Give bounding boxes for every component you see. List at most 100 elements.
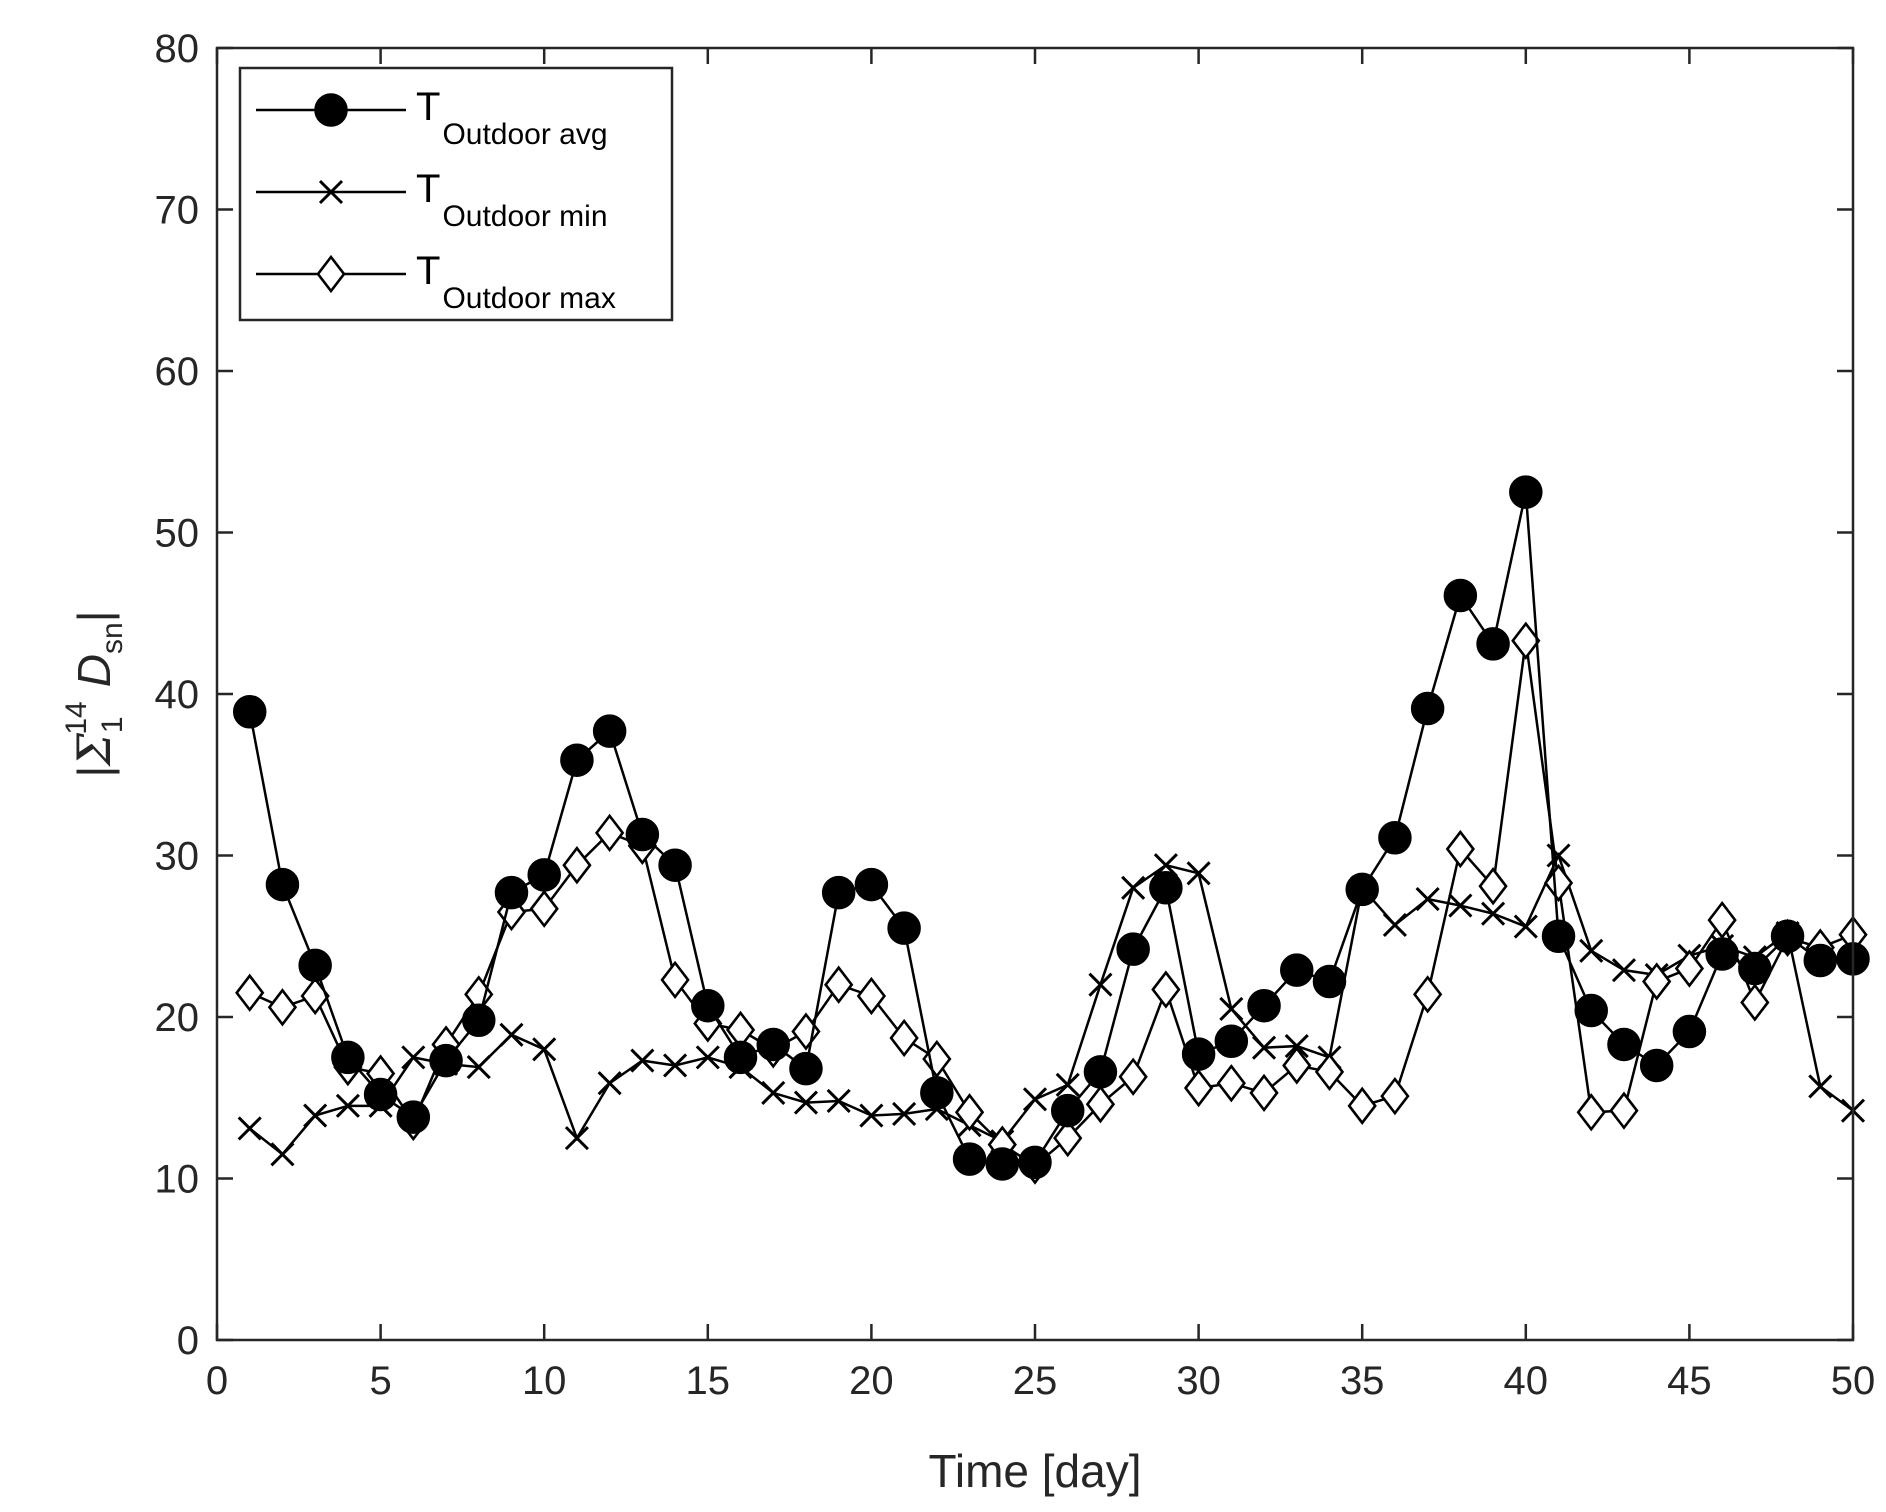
point-marker-circle — [985, 1147, 1020, 1181]
y-tick-label: 50 — [155, 512, 200, 556]
point-marker-diamond — [1282, 1046, 1312, 1085]
y-tick-label: 20 — [155, 996, 200, 1040]
point-marker-x — [335, 1093, 360, 1118]
legend-label-sub: Outdoor max — [442, 282, 615, 315]
point-marker-circle — [298, 948, 332, 983]
x-tick-label: 50 — [1831, 1359, 1876, 1403]
point-marker-x — [1481, 901, 1506, 926]
point-marker-x — [1088, 972, 1113, 997]
point-marker-circle — [1050, 1093, 1085, 1128]
point-marker-circle — [396, 1100, 431, 1134]
point-marker-circle — [1705, 937, 1739, 971]
point-marker-diamond — [595, 813, 625, 853]
x-tick-label: 25 — [1013, 1359, 1058, 1403]
y-tick-label: 70 — [155, 189, 200, 233]
point-marker-x — [1219, 996, 1244, 1021]
point-marker-x — [1382, 912, 1407, 938]
point-marker-x — [1611, 958, 1637, 983]
point-marker-diamond — [267, 988, 298, 1027]
point-marker-diamond — [1151, 970, 1181, 1009]
point-marker-diamond — [1347, 1086, 1377, 1125]
point-marker-circle — [854, 867, 889, 902]
point-marker-x — [237, 1116, 262, 1141]
y-tick-label: 80 — [155, 27, 200, 71]
point-marker-x — [1153, 853, 1178, 878]
series-line — [248, 852, 1854, 1157]
point-marker-circle — [658, 848, 692, 882]
point-marker-circle — [1214, 1024, 1249, 1058]
x-tick-label: 45 — [1667, 1359, 1712, 1403]
point-marker-diamond — [1314, 1052, 1345, 1092]
point-marker-circle — [1083, 1055, 1118, 1089]
x-tick-label: 20 — [849, 1359, 894, 1403]
point-marker-circle — [494, 875, 529, 910]
legend-label-sub: Outdoor avg — [442, 118, 607, 151]
point-marker-x — [303, 1103, 328, 1128]
y-axis-title: |Σ114Dsn| — [60, 610, 129, 777]
point-marker-diamond — [1609, 1091, 1639, 1130]
x-axis-title: Time [day] — [928, 1445, 1141, 1497]
point-marker-circle — [1574, 993, 1608, 1028]
series-outdoor-avg — [232, 475, 1870, 1181]
x-tick-label: 5 — [369, 1359, 391, 1403]
y-axis-title-text: |Σ114Dsn| — [60, 610, 129, 777]
point-marker-x — [1055, 1072, 1080, 1097]
point-marker-circle — [789, 1051, 823, 1086]
point-marker-circle — [1312, 964, 1347, 999]
point-marker-circle — [756, 1027, 790, 1062]
point-marker-circle — [1443, 578, 1478, 613]
point-marker-diamond — [1249, 1073, 1279, 1113]
y-tick-label: 0 — [177, 1319, 199, 1363]
point-marker-x — [1513, 914, 1538, 939]
point-marker-circle — [723, 1040, 758, 1075]
point-marker-circle — [1181, 1037, 1216, 1071]
point-marker-circle — [1280, 953, 1314, 987]
point-marker-x — [892, 1101, 917, 1126]
legend-label: TOutdoor max — [416, 249, 616, 315]
point-marker-circle — [1345, 872, 1379, 907]
point-marker-x — [564, 1126, 589, 1151]
legend-entry: TOutdoor avg — [256, 85, 608, 151]
point-marker-x — [859, 1103, 884, 1128]
point-marker-diamond — [856, 976, 887, 1016]
point-marker-diamond — [1413, 975, 1443, 1014]
point-marker-x — [826, 1088, 851, 1114]
point-marker-circle — [1607, 1027, 1641, 1062]
point-marker-diamond — [1445, 829, 1475, 869]
point-marker-diamond — [1576, 1093, 1606, 1132]
y-axis-sigma-sub: 1 — [96, 717, 129, 733]
point-marker-x — [761, 1080, 786, 1105]
y-tick-label: 40 — [155, 673, 200, 717]
point-marker-circle — [232, 695, 267, 729]
point-marker-x — [1186, 861, 1211, 886]
point-marker-x — [1251, 1035, 1277, 1060]
x-tick-label: 40 — [1504, 1359, 1549, 1403]
point-marker-x — [499, 1022, 524, 1047]
point-marker-circle — [1116, 932, 1150, 966]
point-marker-circle — [1770, 919, 1805, 953]
point-marker-x — [1448, 893, 1473, 918]
y-tick-label: 30 — [155, 835, 200, 879]
point-marker-diamond — [1183, 1068, 1214, 1108]
legend-label-main: T — [416, 249, 440, 293]
point-marker-circle — [1410, 691, 1445, 726]
point-marker-diamond — [954, 1093, 985, 1132]
x-tick-label: 0 — [206, 1359, 228, 1403]
y-tick-label: 60 — [155, 350, 200, 394]
point-marker-diamond — [1216, 1064, 1246, 1103]
point-marker-circle — [1247, 988, 1281, 1023]
point-marker-circle — [920, 1076, 954, 1110]
point-marker-x — [695, 1045, 720, 1070]
legend-label-main: T — [416, 167, 440, 211]
legend-label: TOutdoor min — [416, 167, 608, 233]
point-marker-circle — [952, 1142, 987, 1176]
point-marker-diamond — [235, 973, 265, 1012]
point-marker-circle — [314, 93, 348, 127]
point-marker-x — [270, 1142, 295, 1167]
point-marker-diamond — [660, 960, 690, 999]
point-marker-diamond — [1707, 900, 1737, 940]
point-marker-diamond — [1642, 962, 1672, 1001]
legend-label-sub: Outdoor min — [442, 200, 607, 233]
point-marker-circle — [887, 911, 921, 945]
